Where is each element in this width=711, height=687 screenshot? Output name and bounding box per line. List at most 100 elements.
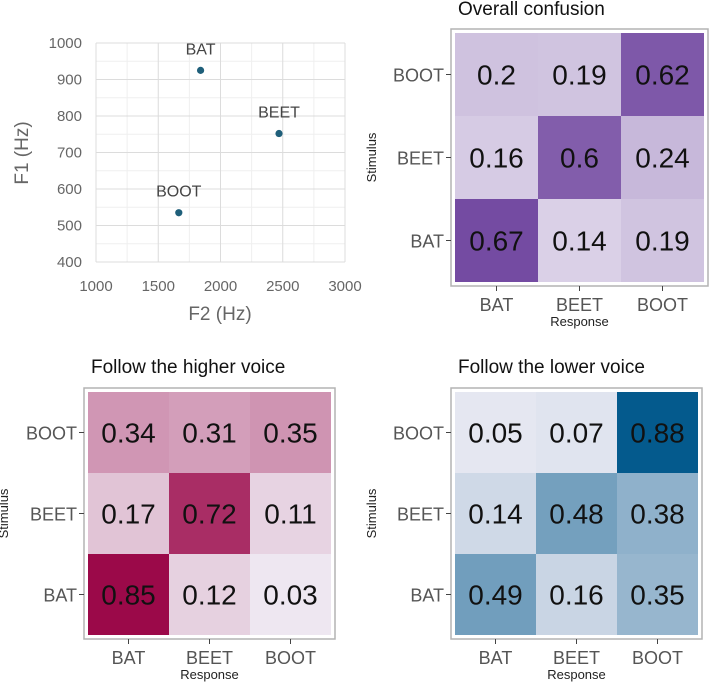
- heatmap-cell: [250, 554, 331, 635]
- heatmap-cell: [536, 473, 617, 554]
- heatmap-y-tick-label: BEET: [397, 149, 444, 169]
- heatmap-cell-value: 0.6: [560, 143, 599, 174]
- heatmap-x-tick-label: BEET: [186, 648, 233, 668]
- heatmap-x-tick-label: BAT: [479, 648, 513, 668]
- heatmap-cell: [250, 392, 331, 473]
- heatmap-cell: [169, 554, 250, 635]
- heatmap-cell: [621, 116, 704, 199]
- scatter-y-tick-label: 600: [57, 181, 82, 198]
- heatmap-cell-value: 0.31: [182, 418, 237, 449]
- heatmap-y-axis-label: Stimulus: [364, 132, 379, 182]
- heatmap-y-tick-label: BEET: [30, 505, 77, 525]
- formant-scatter-plot: 1000 1500 2000 2500 3000 400 500 600 700 800 900 10…: [12, 35, 362, 325]
- scatter-x-tick-label: 2500: [266, 278, 299, 295]
- heatmap-y-tick-label: BOOT: [393, 66, 444, 86]
- heatmap-cell: [538, 33, 621, 116]
- heatmap-cell: [455, 33, 538, 116]
- heatmap-x-axis-label: Response: [180, 667, 239, 682]
- heatmap-overall-confusion: Overall confusion 0.2 0.19 0.62 0.16 0.6 0.24 0…: [364, 0, 709, 329]
- heatmap-cell-value: 0.67: [469, 226, 524, 257]
- heatmap-cell-value: 0.17: [101, 499, 156, 530]
- scatter-point-boot: [175, 209, 183, 217]
- heatmap-follow-higher-voice: Follow the higher voice 0.34 0.31 0.35 0.17 0…: [0, 357, 336, 682]
- heatmap-y-tick-label: BAT: [43, 586, 77, 606]
- heatmap-cell: [538, 116, 621, 199]
- scatter-point-beet: [275, 129, 283, 138]
- heatmap-cell: [536, 392, 617, 473]
- heatmap-y-tick-label: BEET: [397, 505, 444, 525]
- heatmap-y-axis-label: Stimulus: [0, 488, 11, 538]
- heatmap-x-tick-label: BAT: [112, 648, 146, 668]
- heatmap-cell: [455, 199, 538, 282]
- heatmap-cell: [169, 473, 250, 554]
- heatmap-cell: [621, 199, 704, 282]
- heatmap-cell: [88, 554, 169, 635]
- heatmap-cell-value: 0.72: [182, 499, 237, 530]
- scatter-point-label: BEET: [258, 105, 300, 122]
- scatter-x-tick-label: 2000: [204, 278, 237, 295]
- heatmap-x-tick-label: BOOT: [632, 648, 683, 668]
- heatmap-y-tick-label: BOOT: [393, 424, 444, 444]
- heatmap-x-axis-label: Response: [550, 314, 609, 329]
- heatmap-title: Follow the higher voice: [91, 357, 285, 378]
- heatmap-cell: [455, 392, 536, 473]
- scatter-x-tick-label: 3000: [328, 278, 361, 295]
- heatmap-cell-value: 0.03: [263, 580, 318, 611]
- heatmap-cell-value: 0.05: [468, 418, 523, 449]
- heatmap-cell-value: 0.35: [263, 418, 318, 449]
- heatmap-cell-value: 0.88: [630, 418, 685, 449]
- heatmap-cell: [88, 392, 169, 473]
- heatmap-cell-value: 0.38: [630, 499, 685, 530]
- heatmap-cell-value: 0.19: [635, 226, 690, 257]
- heatmap-y-tick-label: BAT: [410, 586, 444, 606]
- heatmap-follow-lower-voice: Follow the lower voice 0.05 0.07 0.88 0.14 0.…: [364, 357, 703, 682]
- heatmap-x-tick-label: BEET: [553, 648, 600, 668]
- heatmap-cell: [617, 473, 698, 554]
- heatmap-x-tick-label: BOOT: [265, 648, 316, 668]
- heatmap-cell-value: 0.35: [630, 580, 685, 611]
- heatmap-cell: [250, 473, 331, 554]
- heatmap-cell: [617, 554, 698, 635]
- heatmap-cell-value: 0.85: [101, 580, 156, 611]
- heatmap-cell-value: 0.12: [182, 580, 237, 611]
- scatter-y-tick-label: 800: [57, 108, 82, 125]
- heatmap-title: Follow the lower voice: [458, 357, 645, 378]
- heatmap-cell: [455, 116, 538, 199]
- heatmap-cell-value: 0.11: [264, 499, 316, 530]
- heatmap-cell: [538, 199, 621, 282]
- heatmap-cell-value: 0.16: [469, 143, 524, 174]
- scatter-x-tick-label: 1000: [79, 278, 112, 295]
- scatter-point-label: BAT: [186, 41, 216, 58]
- scatter-point-bat: [196, 66, 205, 74]
- scatter-y-axis-label: F1 (Hz): [12, 121, 33, 184]
- heatmap-cell: [455, 554, 536, 635]
- heatmap-cell-value: 0.48: [549, 499, 604, 530]
- heatmap-cell-value: 0.14: [468, 499, 523, 530]
- heatmap-x-axis-label: Response: [547, 667, 606, 682]
- heatmap-cell-value: 0.2: [477, 60, 516, 91]
- scatter-y-tick-label: 500: [57, 218, 82, 235]
- heatmap-cell: [88, 473, 169, 554]
- heatmap-y-axis-label: Stimulus: [364, 488, 379, 538]
- scatter-x-tick-label: 1500: [142, 278, 175, 295]
- heatmap-cell: [536, 554, 617, 635]
- heatmap-cell-value: 0.16: [549, 580, 604, 611]
- heatmap-cell-value: 0.62: [635, 60, 690, 91]
- heatmap-cell-value: 0.24: [635, 143, 690, 174]
- heatmap-cell-value: 0.14: [552, 226, 607, 257]
- heatmap-cell: [621, 33, 704, 116]
- scatter-x-axis-label: F2 (Hz): [188, 304, 251, 325]
- scatter-y-tick-label: 1000: [49, 35, 82, 52]
- scatter-y-tick-label: 400: [57, 254, 82, 271]
- heatmap-cell: [617, 392, 698, 473]
- scatter-point-label: BOOT: [156, 184, 202, 201]
- heatmap-title: Overall confusion: [458, 0, 605, 20]
- heatmap-cell-value: 0.49: [468, 580, 523, 611]
- heatmap-y-tick-label: BOOT: [26, 424, 77, 444]
- scatter-y-tick-label: 900: [57, 72, 82, 89]
- heatmap-cell-value: 0.19: [552, 60, 607, 91]
- heatmap-x-tick-label: BAT: [480, 295, 514, 315]
- heatmap-x-tick-label: BOOT: [637, 295, 688, 315]
- heatmap-cell-value: 0.34: [101, 418, 156, 449]
